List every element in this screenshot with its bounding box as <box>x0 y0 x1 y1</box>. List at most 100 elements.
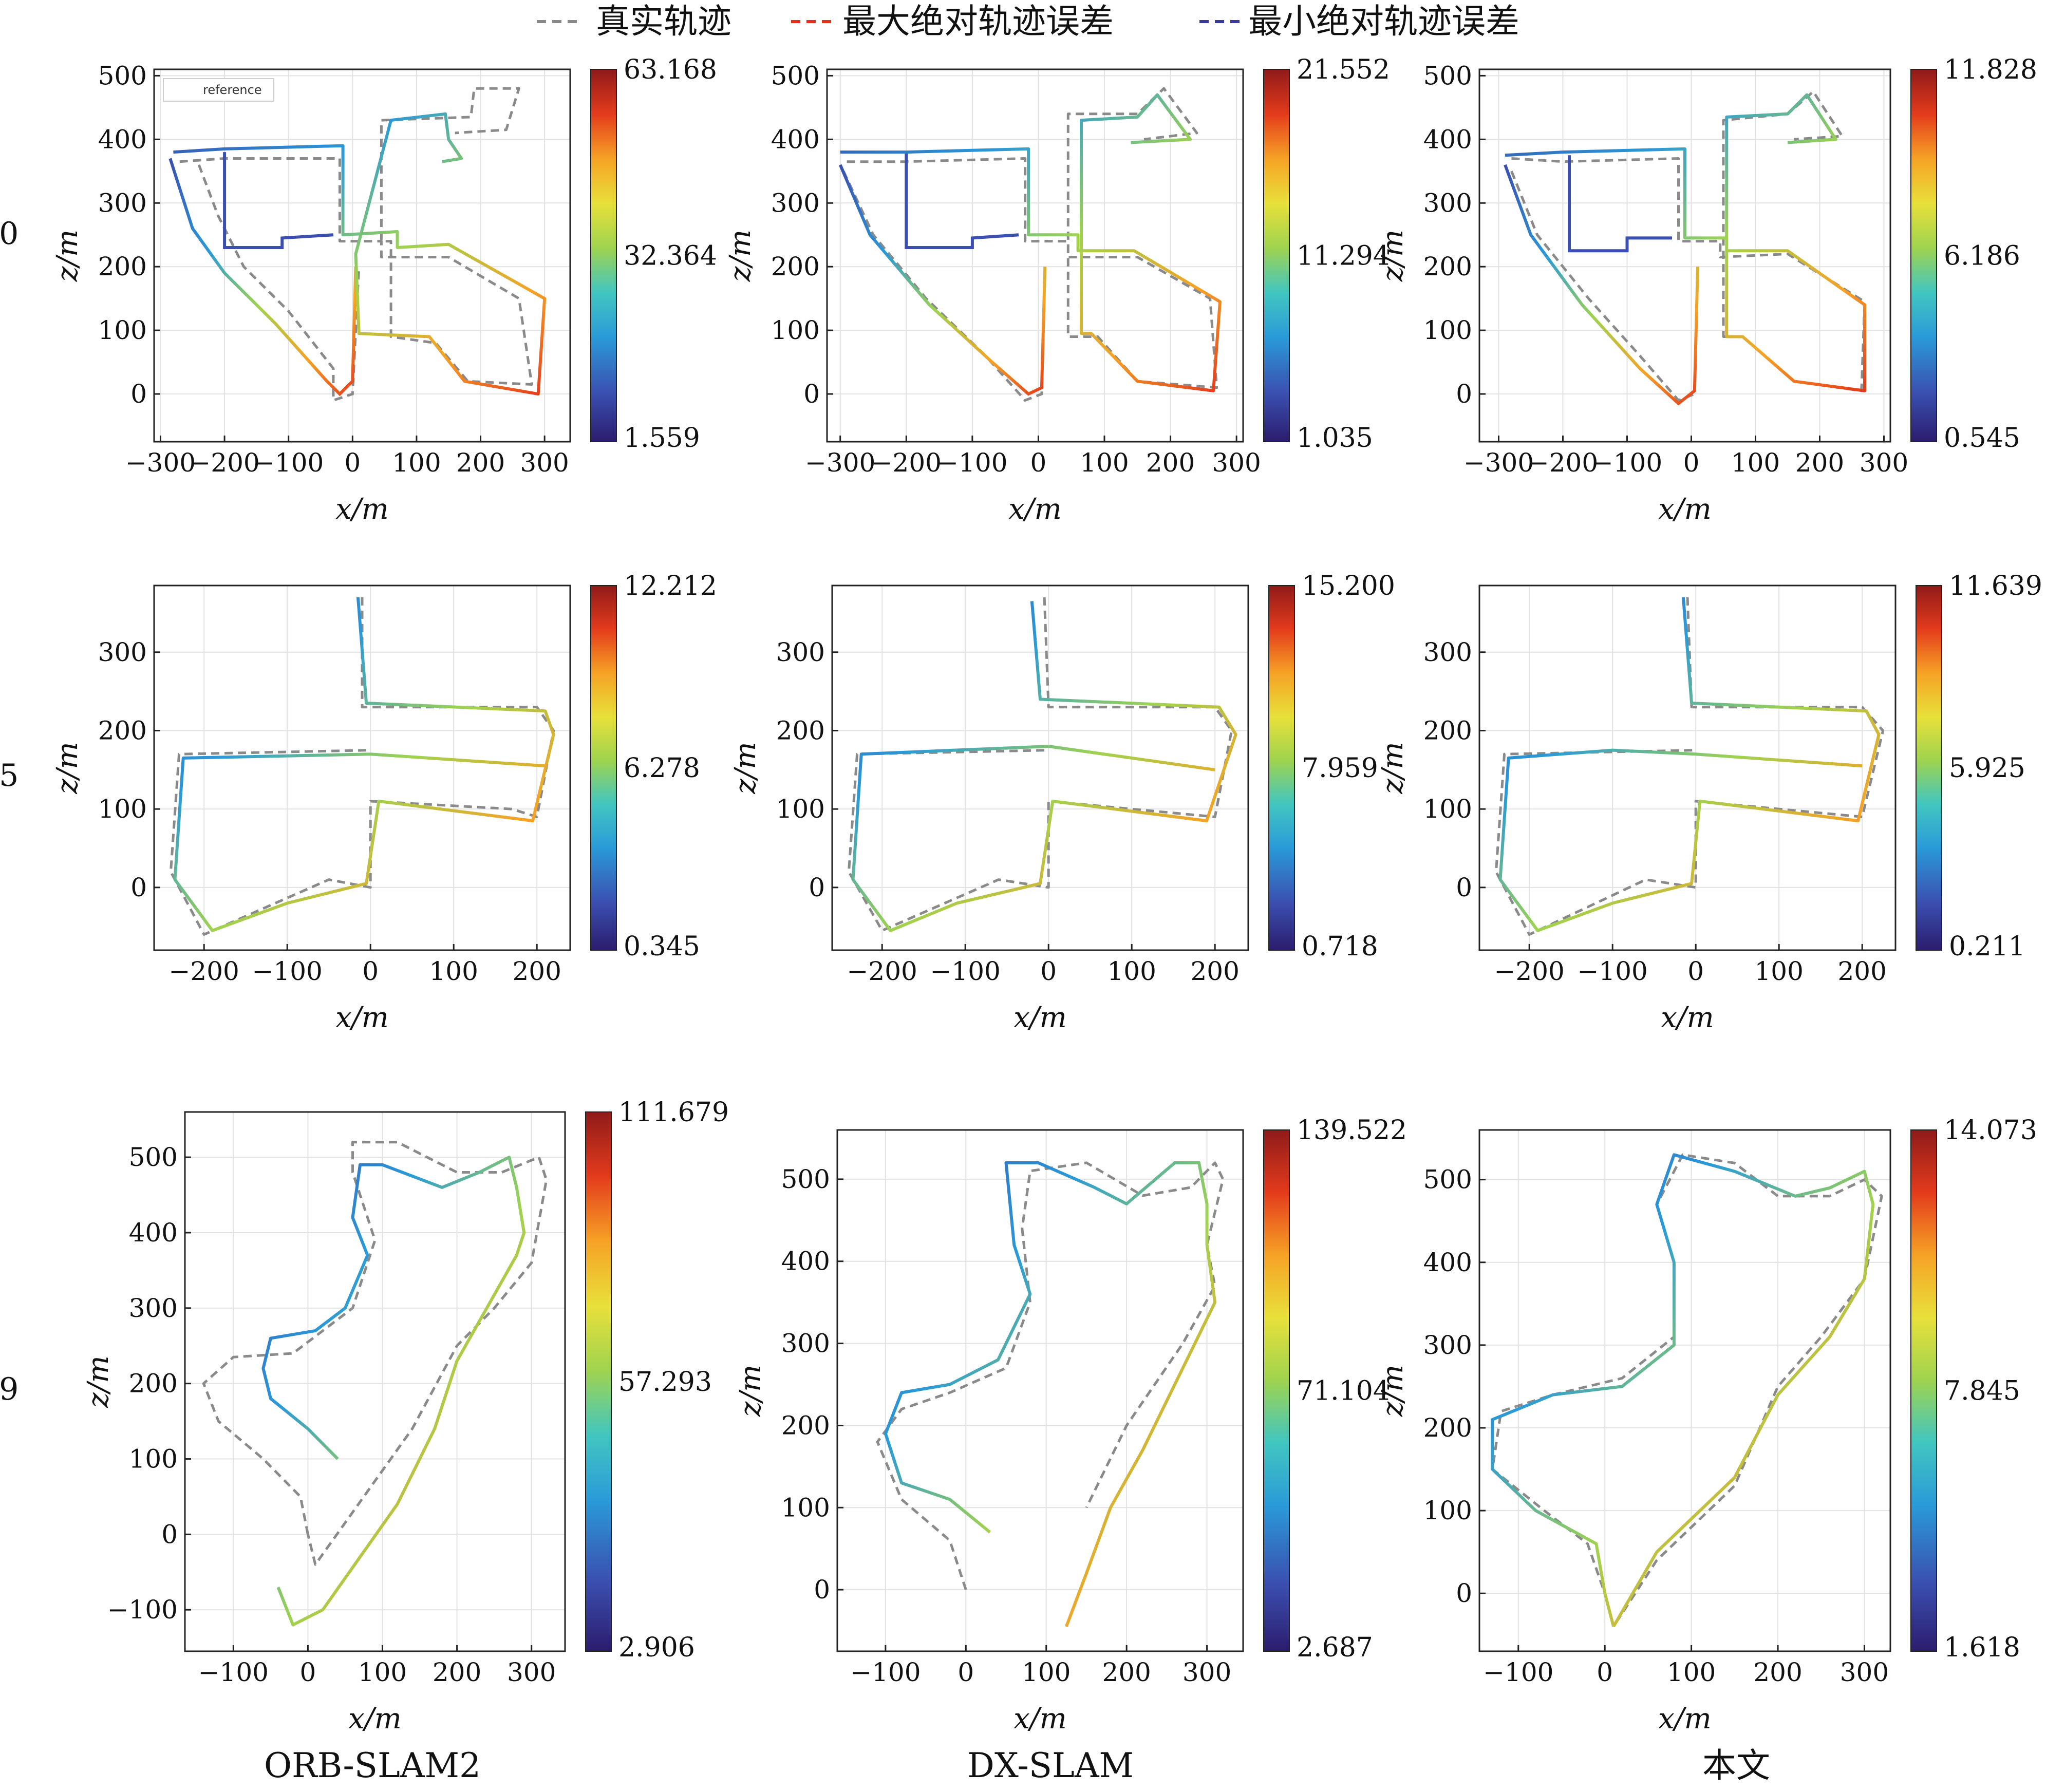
y-tick-label: 200 <box>129 1369 178 1399</box>
x-tick-label: 200 <box>512 956 561 986</box>
colorbar-mid-label: 11.294 <box>1297 241 1390 272</box>
y-tick-label: 200 <box>1423 252 1472 281</box>
x-tick-label: −200 <box>1528 448 1598 478</box>
column-label-orb-slam2: ORB-SLAM2 <box>264 1746 481 1785</box>
plot-frame <box>153 68 571 443</box>
estimated-trajectory <box>1498 597 1881 932</box>
x-tick-label: 100 <box>1022 1657 1071 1687</box>
colorbar-mid-label: 5.925 <box>1949 753 2025 784</box>
legend-min-error-label: 最小绝对轨迹误差 <box>1248 2 1519 41</box>
y-tick-label: 500 <box>98 61 147 90</box>
x-tick-label: −100 <box>937 448 1007 478</box>
x-tick-label: 300 <box>1840 1657 1889 1687</box>
x-tick-label: −200 <box>871 448 942 478</box>
panel-09-6: −100 0 100 200 300 −100 0 100 200 300 400 500 x/m z/m… <box>82 1097 729 1736</box>
x-tick-label: −100 <box>1483 1657 1553 1687</box>
estimated-trajectory-branch <box>838 164 1047 396</box>
truth-trajectory <box>202 1141 548 1566</box>
x-axis-label: x/m <box>335 493 389 526</box>
y-tick-label: 200 <box>776 715 825 745</box>
y-tick-label: 100 <box>771 315 820 345</box>
y-tick-label: 500 <box>1423 61 1472 90</box>
panel-00-2: −300−200−100 0 100 200 300 0 100 200 300 400 500 x/… <box>1376 54 2037 526</box>
y-axis-label: z/m <box>1376 742 1410 794</box>
truth-trajectory-branch <box>197 164 361 402</box>
row-label-09: 09 <box>0 1371 18 1407</box>
panel-05-5: −200 −100 0 100 200 0 100 200 300 x/m z/m 11.639 5.9… <box>1376 571 2042 1034</box>
x-tick-label: 200 <box>1837 956 1886 986</box>
x-axis-label: x/m <box>348 1702 402 1736</box>
colorbar-min-label: 2.906 <box>618 1632 695 1663</box>
colorbar-max-label: 14.073 <box>1944 1115 2037 1146</box>
column-label-ours: 本文 <box>1702 1746 1770 1785</box>
legend-max-error-label: 最大绝对轨迹误差 <box>842 2 1114 41</box>
x-tick-label: 300 <box>507 1657 556 1687</box>
estimated-trajectory <box>173 112 547 396</box>
panel-09-8: −100 0 100 200 300 0 100 200 300 400 500 x/m z/m 14.0… <box>1376 1115 2037 1736</box>
colorbar <box>585 1111 612 1652</box>
y-tick-label: 0 <box>130 379 147 409</box>
x-tick-label: −200 <box>847 956 917 986</box>
x-tick-label: 0 <box>1687 956 1704 986</box>
y-axis-label: z/m <box>1376 230 1410 282</box>
y-tick-label: 0 <box>1456 1578 1472 1608</box>
y-tick-label: 500 <box>129 1142 178 1172</box>
plot-frame <box>826 68 1244 443</box>
colorbar-min-label: 0.345 <box>624 931 700 962</box>
y-tick-label: 0 <box>814 1575 830 1605</box>
colorbar-mid-label: 6.278 <box>624 753 700 784</box>
panel-00-0: −300−200−100 0 100 200 300 0 100 200 300 400 500 x/… <box>51 54 717 526</box>
y-tick-label: 400 <box>1423 1248 1472 1277</box>
y-axis-label: z/m <box>51 230 84 282</box>
truth-trajectory-branch <box>1510 171 1699 402</box>
reference-legend-label: reference <box>203 83 262 97</box>
colorbar-max-label: 15.200 <box>1302 571 1395 601</box>
y-tick-label: 0 <box>161 1519 178 1549</box>
y-tick-label: 100 <box>776 794 825 824</box>
y-tick-label: 300 <box>781 1329 830 1359</box>
x-axis-label: x/m <box>1013 1001 1067 1034</box>
x-tick-label: 100 <box>1667 1657 1716 1687</box>
y-tick-label: 300 <box>129 1293 178 1323</box>
row-label-00: 00 <box>0 216 18 252</box>
colorbar-max-label: 12.212 <box>624 571 717 601</box>
y-tick-label: 300 <box>776 637 825 667</box>
y-tick-label: 300 <box>98 188 147 218</box>
y-tick-label: 500 <box>771 61 820 90</box>
colorbar-min-label: 0.545 <box>1944 423 2020 454</box>
estimated-trajectory-branch <box>168 158 358 397</box>
x-tick-label: 300 <box>520 448 569 478</box>
row-label-05: 05 <box>0 758 18 794</box>
colorbar-min-label: 1.559 <box>624 423 700 454</box>
y-tick-label: 200 <box>98 252 147 281</box>
x-tick-label: 200 <box>433 1657 481 1687</box>
colorbar <box>590 585 617 951</box>
panel-00-1: −300−200−100 0 100 200 300 0 100 200 300 400 500 x/… <box>724 54 1390 526</box>
x-tick-label: 0 <box>300 1657 316 1687</box>
truth-trajectory <box>847 87 1218 389</box>
plot-frame <box>836 1129 1244 1652</box>
x-tick-label: −300 <box>805 448 875 478</box>
reference-legend-box <box>163 78 274 102</box>
colorbar-mid-label: 57.293 <box>618 1367 712 1398</box>
estimated-trajectory <box>884 1161 1217 1628</box>
colorbar-mid-label: 7.845 <box>1944 1376 2020 1407</box>
y-tick-label: 100 <box>98 794 147 824</box>
x-axis-label: x/m <box>1661 1001 1714 1034</box>
y-tick-label: 400 <box>98 124 147 154</box>
colorbar <box>1263 1129 1290 1652</box>
x-tick-label: 300 <box>1860 448 1908 478</box>
x-tick-label: −300 <box>1463 448 1534 478</box>
y-tick-label: 0 <box>130 873 147 902</box>
y-tick-label: 100 <box>98 315 147 345</box>
plot-frame <box>1478 68 1891 443</box>
truth-trajectory <box>1511 90 1866 392</box>
x-tick-label: 0 <box>344 448 361 478</box>
y-tick-label: 300 <box>1423 1330 1472 1360</box>
truth-trajectory <box>876 1161 1225 1590</box>
x-axis-label: x/m <box>1658 493 1712 526</box>
y-tick-label: 400 <box>771 124 820 154</box>
y-tick-label: 0 <box>803 379 820 409</box>
colorbar <box>1916 585 1942 951</box>
x-tick-label: 0 <box>1030 448 1047 478</box>
